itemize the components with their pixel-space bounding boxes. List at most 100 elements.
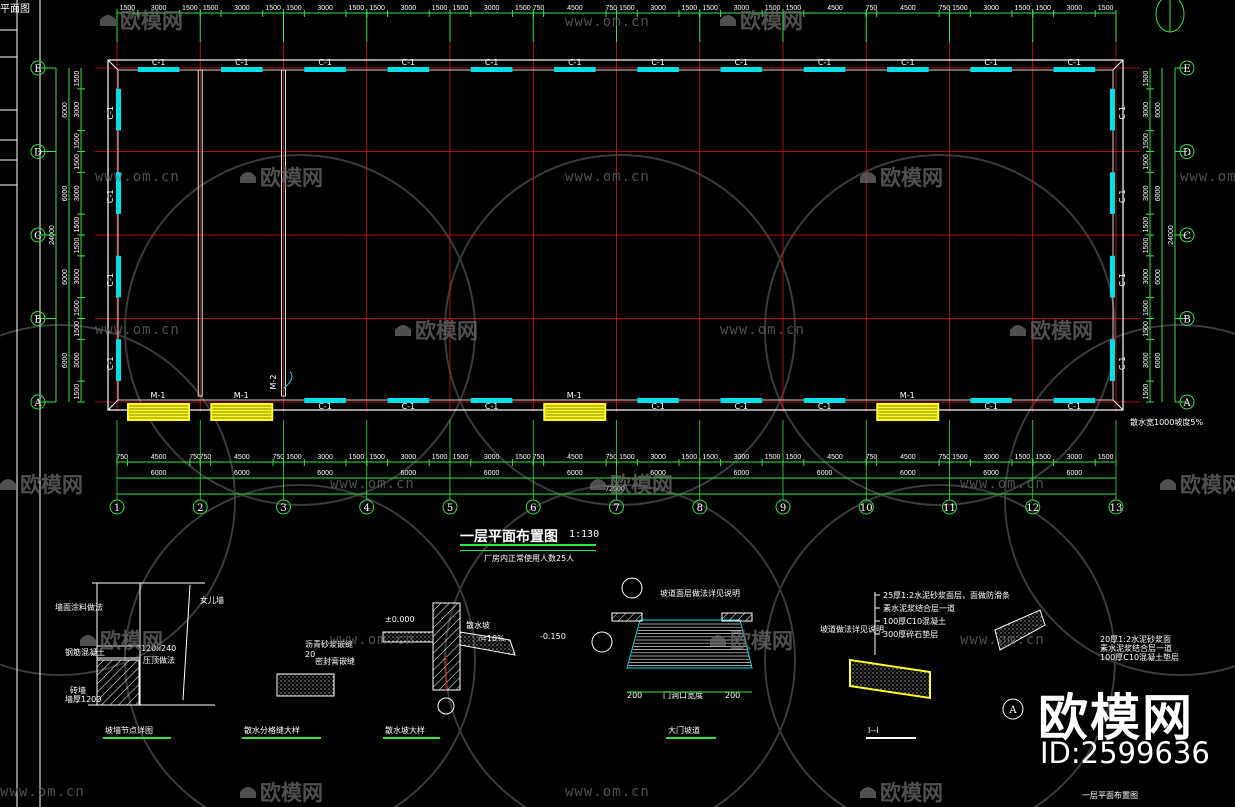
detail-note: 200 bbox=[627, 691, 642, 700]
watermark-url-text: www.om.cn bbox=[565, 169, 650, 185]
side-sub-dimension-value: 3000 bbox=[74, 185, 81, 201]
top-dimension-value: 1500 bbox=[453, 5, 469, 12]
outer-wall bbox=[107, 59, 1124, 411]
detail-A-label: A bbox=[1008, 705, 1017, 716]
partition-wall bbox=[197, 69, 203, 397]
bay-dimension-value: 6000 bbox=[983, 470, 999, 477]
watermark-couch-icon bbox=[240, 787, 256, 798]
top-dimension-value: 1500 bbox=[619, 5, 635, 12]
side-sub-dimension-value: 1500 bbox=[74, 217, 81, 233]
section-marker bbox=[621, 577, 643, 599]
side-span-dimension-value: 6000 bbox=[62, 102, 69, 118]
bay-dimension-value: 6000 bbox=[317, 470, 333, 477]
top-dimension-value: 3000 bbox=[234, 5, 250, 12]
bottom-dimension-value: 4500 bbox=[900, 454, 916, 461]
side-sub-dimension-value: 3000 bbox=[1143, 269, 1150, 285]
watermark-logo-text: 欧模网 bbox=[100, 629, 163, 653]
side-sub-dimension-value: 3000 bbox=[1143, 102, 1150, 118]
title-underline bbox=[460, 544, 596, 551]
detail-note: 100厚C10混凝土 bbox=[883, 616, 946, 626]
axis-bubble-12 bbox=[1025, 499, 1041, 515]
window-label: C-1 bbox=[735, 402, 749, 411]
small-door-label: M-2 bbox=[269, 375, 278, 390]
bottom-dimension-value: 1500 bbox=[515, 454, 531, 461]
bottom-dimension-value: 1500 bbox=[349, 454, 365, 461]
watermark-arc bbox=[124, 484, 476, 807]
axis-bubble-6 bbox=[525, 499, 541, 515]
window-label: C-1 bbox=[818, 402, 832, 411]
watermark-couch-icon bbox=[0, 479, 16, 490]
axis-bubble-D bbox=[30, 144, 46, 159]
detail-A-marker bbox=[1002, 698, 1024, 720]
top-dimension-value: 1500 bbox=[1035, 5, 1051, 12]
side-span-dimension-value: 6000 bbox=[62, 353, 69, 369]
window-top bbox=[887, 67, 929, 72]
window-label: C-1 bbox=[1118, 357, 1127, 371]
detail-note: 沥青砂浆嵌缝 bbox=[305, 639, 353, 649]
bottom-dimension-value: 1500 bbox=[702, 454, 718, 461]
side-sub-dimension-value: 1500 bbox=[1143, 384, 1150, 400]
bottom-dimension-value: 750 bbox=[605, 454, 617, 461]
axis-label-C: C bbox=[34, 231, 42, 242]
axis-bubble-A bbox=[30, 394, 46, 410]
window-label: C-1 bbox=[152, 58, 166, 67]
top-dimension-value: 1500 bbox=[1015, 5, 1031, 12]
window-label: C-1 bbox=[106, 106, 115, 120]
top-dimension-value: 1500 bbox=[765, 5, 781, 12]
detail-title-3: 散水坡大样 bbox=[385, 725, 425, 735]
axis-bubble-E bbox=[30, 60, 46, 76]
section-marker bbox=[591, 631, 613, 653]
window-bottom bbox=[720, 398, 763, 403]
detail-title-1: 坡墙节点详图 bbox=[105, 725, 153, 735]
top-dimension-value: 4500 bbox=[827, 5, 843, 12]
watermark-couch-icon bbox=[710, 635, 726, 646]
axis-label-E: E bbox=[1183, 64, 1190, 75]
window-top bbox=[554, 67, 596, 72]
detail-title-5: I--I bbox=[868, 726, 879, 735]
axis-label-C: C bbox=[1183, 231, 1191, 242]
corner-line bbox=[1112, 59, 1124, 71]
watermark-url-text: www.om.cn bbox=[95, 169, 180, 185]
side-sub-dimension-value: 3000 bbox=[1143, 352, 1150, 368]
bottom-dimension-value: 1500 bbox=[619, 454, 635, 461]
watermark-logo-text: 欧模网 bbox=[610, 473, 673, 497]
side-sub-dimension-value: 1500 bbox=[1143, 238, 1150, 254]
detail-floor bbox=[382, 631, 434, 643]
bottom-dimension-value: 3000 bbox=[401, 454, 417, 461]
window-label: C-1 bbox=[235, 58, 249, 67]
bottom-dimension-value: 3000 bbox=[983, 454, 999, 461]
axis-bubble-D bbox=[1179, 144, 1195, 159]
bottom-dimension-value: 1500 bbox=[1015, 454, 1031, 461]
side-sub-dimension-value: 1500 bbox=[1143, 300, 1150, 316]
side-sub-dimension-value: 3000 bbox=[74, 269, 81, 285]
partition-wall bbox=[281, 69, 286, 397]
bay-dimension-value: 6000 bbox=[900, 470, 916, 477]
window-label: C-1 bbox=[1118, 106, 1127, 120]
window-bottom bbox=[637, 398, 679, 403]
bottom-dimension-value: 3000 bbox=[1067, 454, 1083, 461]
top-dimension-value: 1500 bbox=[952, 5, 968, 12]
top-dimension-value: 3000 bbox=[484, 5, 500, 12]
watermark-couch-icon bbox=[395, 325, 411, 336]
axis-label-2: 2 bbox=[197, 503, 203, 514]
top-dimension-value: 3000 bbox=[983, 5, 999, 12]
top-dimension-value: 1500 bbox=[515, 5, 531, 12]
detail-note: i=10% bbox=[478, 634, 505, 643]
watermark-couch-icon bbox=[80, 635, 96, 646]
window-label: C-1 bbox=[651, 402, 665, 411]
watermark-logo-text: 欧模网 bbox=[20, 473, 83, 497]
bay-dimension-value: 6000 bbox=[650, 470, 666, 477]
watermark-logo-text: 欧模网 bbox=[120, 9, 183, 33]
detail-apron bbox=[459, 631, 516, 656]
watermark-url-text: www.om.cn bbox=[330, 632, 415, 648]
bottom-dimension-value: 1500 bbox=[786, 454, 802, 461]
bottom-dimension-value: 1500 bbox=[952, 454, 968, 461]
axis-bubble-B bbox=[30, 311, 46, 326]
window-right bbox=[1110, 339, 1115, 381]
axis-label-5: 5 bbox=[447, 503, 453, 514]
side-sub-dimension-value: 3000 bbox=[74, 102, 81, 118]
bottom-dimension-value: 1500 bbox=[682, 454, 698, 461]
watermark-arc bbox=[0, 324, 236, 676]
watermark-url-text: www.om.cn bbox=[720, 322, 805, 338]
axis-label-1: 1 bbox=[114, 503, 120, 514]
